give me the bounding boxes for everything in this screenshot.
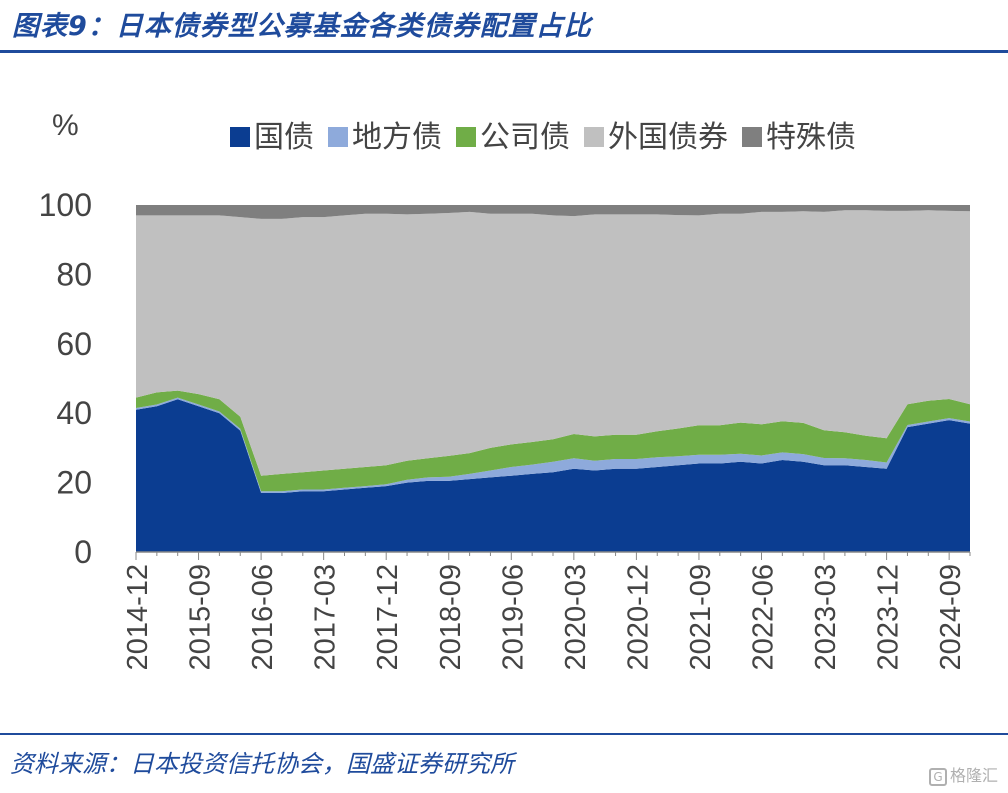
y-tick-label: 100 xyxy=(39,187,92,223)
title-rule xyxy=(0,50,1008,53)
x-tick-label: 2024-09 xyxy=(935,564,967,670)
x-tick-label: 2022-06 xyxy=(748,564,780,670)
legend-swatch xyxy=(456,127,476,147)
x-tick-label: 2021-09 xyxy=(685,564,717,670)
y-tick-label: 80 xyxy=(56,256,92,292)
legend-swatch xyxy=(742,127,762,147)
x-tick-label: 2020-12 xyxy=(622,564,654,670)
area-series-group xyxy=(136,205,970,552)
x-tick-label: 2020-03 xyxy=(560,564,592,670)
y-tick-label: 20 xyxy=(56,465,92,501)
x-tick-label: 2014-12 xyxy=(122,564,154,670)
y-axis-ticks: 0 20 40 60 80 100 xyxy=(39,187,92,570)
watermark-text: 格隆汇 xyxy=(949,766,998,785)
watermark: G 格隆汇 xyxy=(928,762,998,786)
x-tick-label: 2015-09 xyxy=(185,564,217,670)
legend-label: 地方债 xyxy=(352,120,442,155)
source-note: 资料来源：日本投资信托协会，国盛证券研究所 xyxy=(10,750,514,778)
x-tick-label: 2017-12 xyxy=(372,564,404,670)
y-tick-label: 60 xyxy=(56,326,92,362)
area-series-3 xyxy=(136,210,970,476)
x-tick-label: 2023-03 xyxy=(810,564,842,670)
x-tick-label: 2016-06 xyxy=(247,564,279,670)
y-tick-label: 0 xyxy=(74,534,92,570)
x-tick-label: 2023-12 xyxy=(873,564,905,670)
figure-title: 图表9：日本债券型公募基金各类债券配置占比 xyxy=(12,11,592,42)
x-tick-label: 2018-09 xyxy=(435,564,467,670)
area-series-0 xyxy=(136,399,970,552)
y-axis-label: % xyxy=(52,109,79,142)
footer-rule xyxy=(0,733,1008,735)
legend-label: 外国债券 xyxy=(608,120,728,155)
area-series-2 xyxy=(136,390,970,492)
watermark-logo-icon: G xyxy=(928,767,947,786)
legend-swatch xyxy=(584,127,604,147)
x-tick-label: 2017-03 xyxy=(310,564,342,670)
legend-swatch xyxy=(328,127,348,147)
legend-label: 公司债 xyxy=(480,120,570,155)
legend-label: 特殊债 xyxy=(766,120,856,155)
x-tick-label: 2019-06 xyxy=(497,564,529,670)
legend-label: 国债 xyxy=(254,120,314,155)
y-tick-label: 40 xyxy=(56,395,92,431)
x-axis: 2014-12 2015-09 2016-06 2017-03 2017-12 2018-… xyxy=(122,551,971,670)
area-series-4 xyxy=(136,205,970,219)
legend-swatch xyxy=(230,127,250,147)
chart-legend: 国债 地方债 公司债 外国债券 特殊债 xyxy=(230,120,856,155)
